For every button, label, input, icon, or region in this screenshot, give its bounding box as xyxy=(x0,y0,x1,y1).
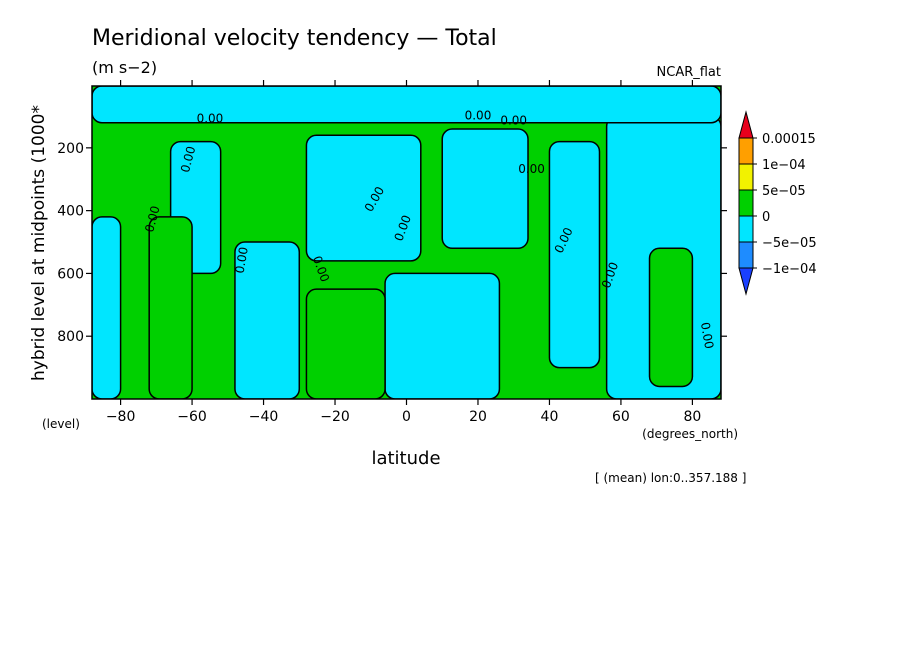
contour-label-3: 0.00 xyxy=(518,162,545,176)
x-tick-label: −20 xyxy=(320,409,350,425)
y-tick-label: 200 xyxy=(57,141,84,157)
x-tick-label: 20 xyxy=(469,409,487,425)
colorbar-segment xyxy=(738,189,754,217)
contour-band-9 xyxy=(148,216,193,399)
contour-band-11 xyxy=(648,247,694,388)
contour-band-10 xyxy=(305,288,386,399)
colorbar-label: 0.00015 xyxy=(762,132,816,147)
contour-band-5 xyxy=(441,128,529,250)
x-axis: −80 −60 −40 −20 0 20 40 60 80 xyxy=(106,80,701,425)
contour-band-2 xyxy=(234,241,301,399)
x-tick-label: 80 xyxy=(683,409,701,425)
contour-label-4: 0.00 xyxy=(178,145,198,174)
colorbar-top-arrow xyxy=(738,110,754,139)
colorbar-segment xyxy=(738,163,754,191)
contour-band-0 xyxy=(92,216,122,399)
footer-note: [ (mean) lon:0..357.188 ] xyxy=(595,471,746,485)
colorbar-segment xyxy=(738,137,754,165)
contour-label-12: 0.00 xyxy=(698,321,716,350)
colorbar-label: 0 xyxy=(762,210,770,225)
x-tick-label: −80 xyxy=(106,409,136,425)
contour-fills xyxy=(92,86,721,399)
x-axis-label: latitude xyxy=(371,448,440,469)
contour-band-8 xyxy=(92,86,721,124)
y-axis-units: (level) xyxy=(42,417,80,431)
x-tick-label: 40 xyxy=(541,409,559,425)
contour-label-6: 0.00 xyxy=(233,246,251,275)
colorbar-segment xyxy=(738,241,754,269)
y-axis-label: hybrid level at midpoints (1000* xyxy=(29,105,49,381)
y-tick-label: 600 xyxy=(57,266,84,282)
colorbar-label: −1e−04 xyxy=(762,262,817,277)
colorbar-bottom-arrow xyxy=(738,267,754,296)
contour-band-6 xyxy=(548,140,601,369)
contour-band-4 xyxy=(384,272,501,399)
colorbar-label: 5e−05 xyxy=(762,184,806,199)
x-tick-label: −40 xyxy=(249,409,279,425)
x-tick-label: −60 xyxy=(177,409,207,425)
chart-units: (m s−2) xyxy=(92,58,157,77)
x-tick-label: 60 xyxy=(612,409,630,425)
colorbar-segment xyxy=(738,215,754,243)
contour-label-0: 0.00 xyxy=(197,112,224,126)
contour-label-1: 0.00 xyxy=(465,109,492,123)
contour-label-5: 0.00 xyxy=(142,204,162,233)
colorbar-label: 1e−04 xyxy=(762,158,806,173)
x-tick-label: 0 xyxy=(402,409,411,425)
x-axis-units: (degrees_north) xyxy=(642,427,738,441)
contour-band-3 xyxy=(305,134,422,262)
contour-label-2: 0.00 xyxy=(500,113,527,127)
y-tick-label: 800 xyxy=(57,329,84,345)
y-axis: 200 400 600 800 xyxy=(57,141,727,345)
colorbar: 0.00015 1e−04 5e−05 0 −5e−05 −1e−04 xyxy=(738,110,817,296)
contour-labels: 0.00 0.00 0.000.000.000.000.00 0.000.000.00… xyxy=(142,109,716,350)
chart-title: Meridional velocity tendency — Total xyxy=(92,26,497,51)
colorbar-label: −5e−05 xyxy=(762,236,817,251)
colormap-name: NCAR_flat xyxy=(657,65,721,80)
y-tick-label: 400 xyxy=(57,204,84,220)
